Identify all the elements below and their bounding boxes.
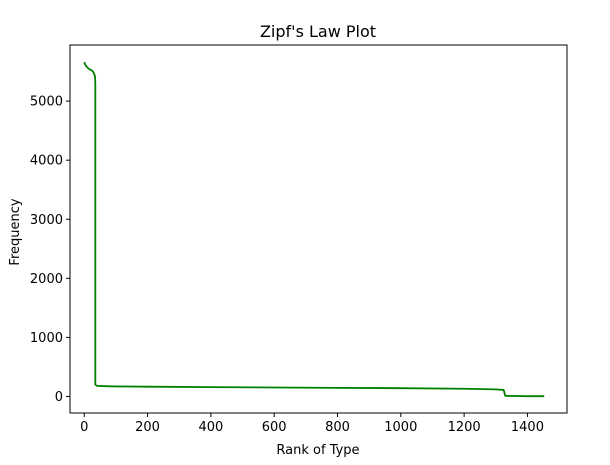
- x-tick-label: 400: [198, 420, 223, 435]
- y-tick-label: 0: [55, 390, 63, 405]
- x-tick-label: 1000: [384, 420, 417, 435]
- x-axis-label: Rank of Type: [276, 443, 359, 458]
- x-tick-label: 0: [80, 420, 88, 435]
- x-tick-label: 800: [325, 420, 350, 435]
- y-tick-label: 2000: [30, 272, 63, 287]
- y-tick-label: 5000: [30, 95, 63, 110]
- y-axis-label: Frequency: [8, 198, 23, 265]
- x-tick-label: 1200: [448, 420, 481, 435]
- x-tick-label: 600: [262, 420, 287, 435]
- plot-area: 0 200 400 600 800 1000 1200 1400 0 1000 2000 3000 40…: [30, 44, 568, 435]
- x-tick-label: 1400: [511, 420, 544, 435]
- series-line-0: [83, 61, 545, 398]
- y-tick-label: 3000: [30, 213, 63, 228]
- x-tick-label: 200: [135, 420, 160, 435]
- y-tick-label: 1000: [30, 331, 63, 346]
- y-tick-label: 4000: [30, 154, 63, 169]
- chart-title: Zipf's Law Plot: [260, 22, 376, 41]
- axes-frame: [69, 44, 568, 414]
